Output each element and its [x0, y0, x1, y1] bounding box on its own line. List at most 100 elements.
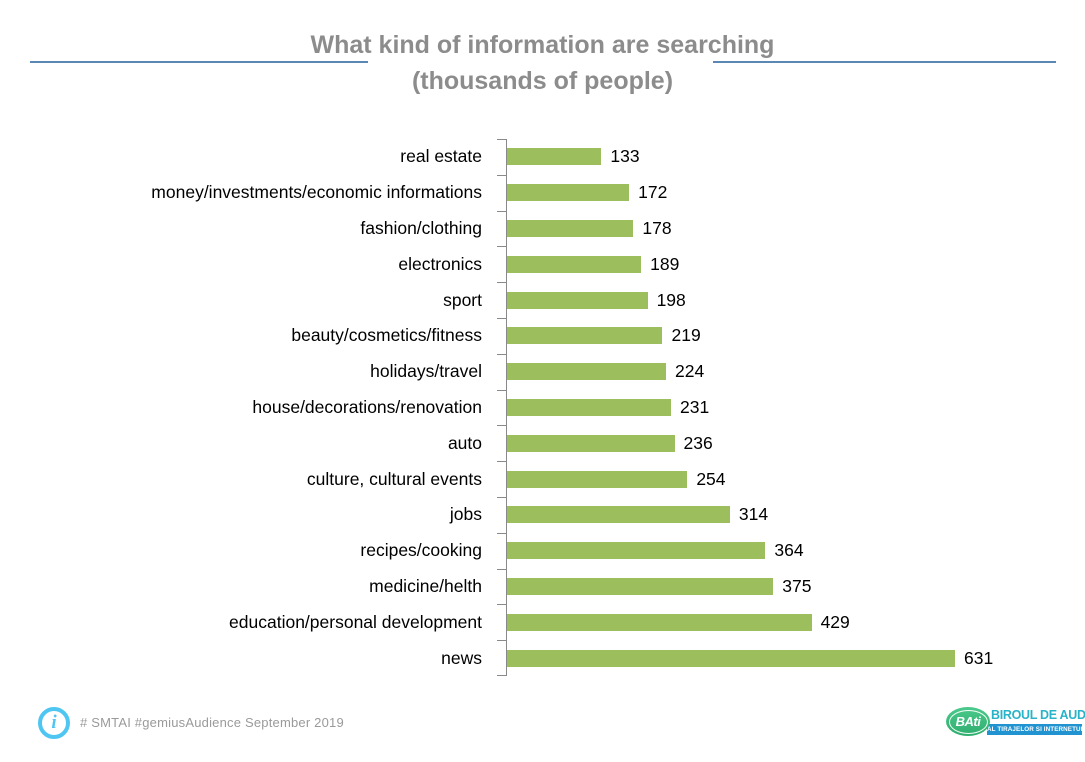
value-label: 236	[683, 432, 713, 453]
category-label: education/personal development	[229, 611, 482, 632]
bar-row: fashion/clothing 178	[0, 211, 1085, 247]
axis-tick	[497, 211, 507, 212]
value-label: 631	[964, 647, 994, 668]
bar	[507, 506, 730, 524]
axis-tick	[497, 425, 507, 426]
axis-tick	[497, 390, 507, 391]
bar	[507, 613, 812, 631]
bar-row: beauty/cosmetics/fitness 219	[0, 318, 1085, 354]
value-label: 133	[610, 146, 640, 167]
value-label: 224	[675, 361, 705, 382]
axis-tick	[497, 354, 507, 355]
bar-row: holidays/travel 224	[0, 354, 1085, 390]
value-label: 314	[738, 504, 769, 525]
axis-tick	[497, 604, 507, 605]
axis-tick	[497, 175, 507, 176]
category-label: sport	[443, 289, 482, 310]
bar	[507, 470, 688, 488]
category-label: recipes/cooking	[360, 540, 482, 561]
axis-tick	[497, 569, 507, 570]
axis-tick	[497, 533, 507, 534]
axis-tick	[497, 675, 507, 676]
bar-wrap: 231	[507, 397, 709, 418]
axis-tick	[497, 497, 507, 498]
bar	[507, 398, 671, 416]
bar-wrap: 314	[507, 504, 768, 525]
title-rule-right	[713, 61, 1056, 63]
category-axis-line	[506, 139, 507, 676]
bar-wrap: 224	[507, 361, 704, 382]
bar-wrap: 172	[507, 182, 667, 203]
bar-row: house/decorations/renovation 231	[0, 390, 1085, 426]
logo-name: BIROUL DE AUDIT	[991, 708, 1085, 722]
bar	[507, 363, 667, 381]
bar-wrap: 631	[507, 648, 993, 669]
bar-row: news 631	[0, 640, 1085, 676]
category-label: real estate	[400, 146, 482, 167]
category-label: jobs	[449, 504, 482, 525]
value-label: 429	[820, 611, 850, 632]
bar	[507, 219, 634, 237]
category-label: money/investments/economic informations	[151, 182, 482, 203]
bar	[507, 184, 630, 202]
bar-wrap: 364	[507, 540, 804, 561]
value-label: 172	[638, 182, 668, 203]
bar-wrap: 375	[507, 576, 811, 597]
bar	[507, 291, 648, 309]
bar-row: jobs 314	[0, 497, 1085, 533]
category-label: news	[441, 647, 482, 668]
category-label: auto	[447, 432, 482, 453]
category-label: beauty/cosmetics/fitness	[291, 325, 482, 346]
bar-wrap: 178	[507, 218, 672, 239]
title-line-1: What kind of information are searching	[310, 31, 775, 59]
value-label: 198	[656, 289, 686, 310]
bar-wrap: 429	[507, 612, 850, 633]
bar	[507, 434, 675, 452]
logo-badge-text: BAti	[955, 714, 981, 729]
title-rule-left	[30, 61, 368, 63]
category-label: culture, cultural events	[306, 468, 482, 489]
category-label: electronics	[398, 253, 482, 274]
category-label: house/decorations/renovation	[252, 396, 482, 417]
bar	[507, 327, 663, 345]
bar	[507, 255, 642, 273]
category-label: medicine/helth	[369, 575, 482, 596]
bar	[507, 148, 602, 166]
bar-row: auto 236	[0, 425, 1085, 461]
axis-tick	[497, 139, 507, 140]
axis-tick	[497, 640, 507, 641]
logo-tagline: AL TIRAJELOR SI INTERNETULUI	[987, 724, 1085, 735]
axis-tick	[497, 461, 507, 462]
bar-wrap: 198	[507, 290, 686, 311]
value-label: 375	[782, 575, 812, 596]
axis-tick	[497, 318, 507, 319]
value-label: 254	[696, 468, 726, 489]
bar-row: medicine/helth 375	[0, 569, 1085, 605]
bar-row: education/personal development 429	[0, 604, 1085, 640]
axis-tick	[497, 282, 507, 283]
bar-row: recipes/cooking 364	[0, 533, 1085, 569]
bar-wrap: 254	[507, 469, 726, 490]
bar-row: money/investments/economic informations 1…	[0, 175, 1085, 211]
axis-tick	[497, 246, 507, 247]
value-label: 231	[680, 396, 710, 417]
logo-badge-icon: BAti	[946, 707, 990, 736]
bar-wrap: 236	[507, 433, 713, 454]
page-title: What kind of information are searching (…	[0, 28, 1085, 99]
bar-row: electronics 189	[0, 246, 1085, 282]
category-label: holidays/travel	[370, 361, 482, 382]
bar	[507, 577, 774, 595]
bar-row: sport 198	[0, 282, 1085, 318]
value-label: 364	[774, 540, 804, 561]
value-label: 178	[642, 217, 672, 238]
bati-logo: AL TIRAJELOR SI INTERNETULUI BIROUL DE A…	[946, 705, 1085, 741]
value-label: 219	[671, 325, 701, 346]
bar	[507, 649, 955, 667]
bar-row: culture, cultural events 254	[0, 461, 1085, 497]
bar	[507, 542, 766, 560]
category-label: fashion/clothing	[360, 217, 482, 238]
bar-wrap: 189	[507, 254, 679, 275]
source-caption: # SMTAI #gemiusAudience September 2019	[80, 715, 344, 730]
logo-badge-ring	[948, 709, 988, 734]
